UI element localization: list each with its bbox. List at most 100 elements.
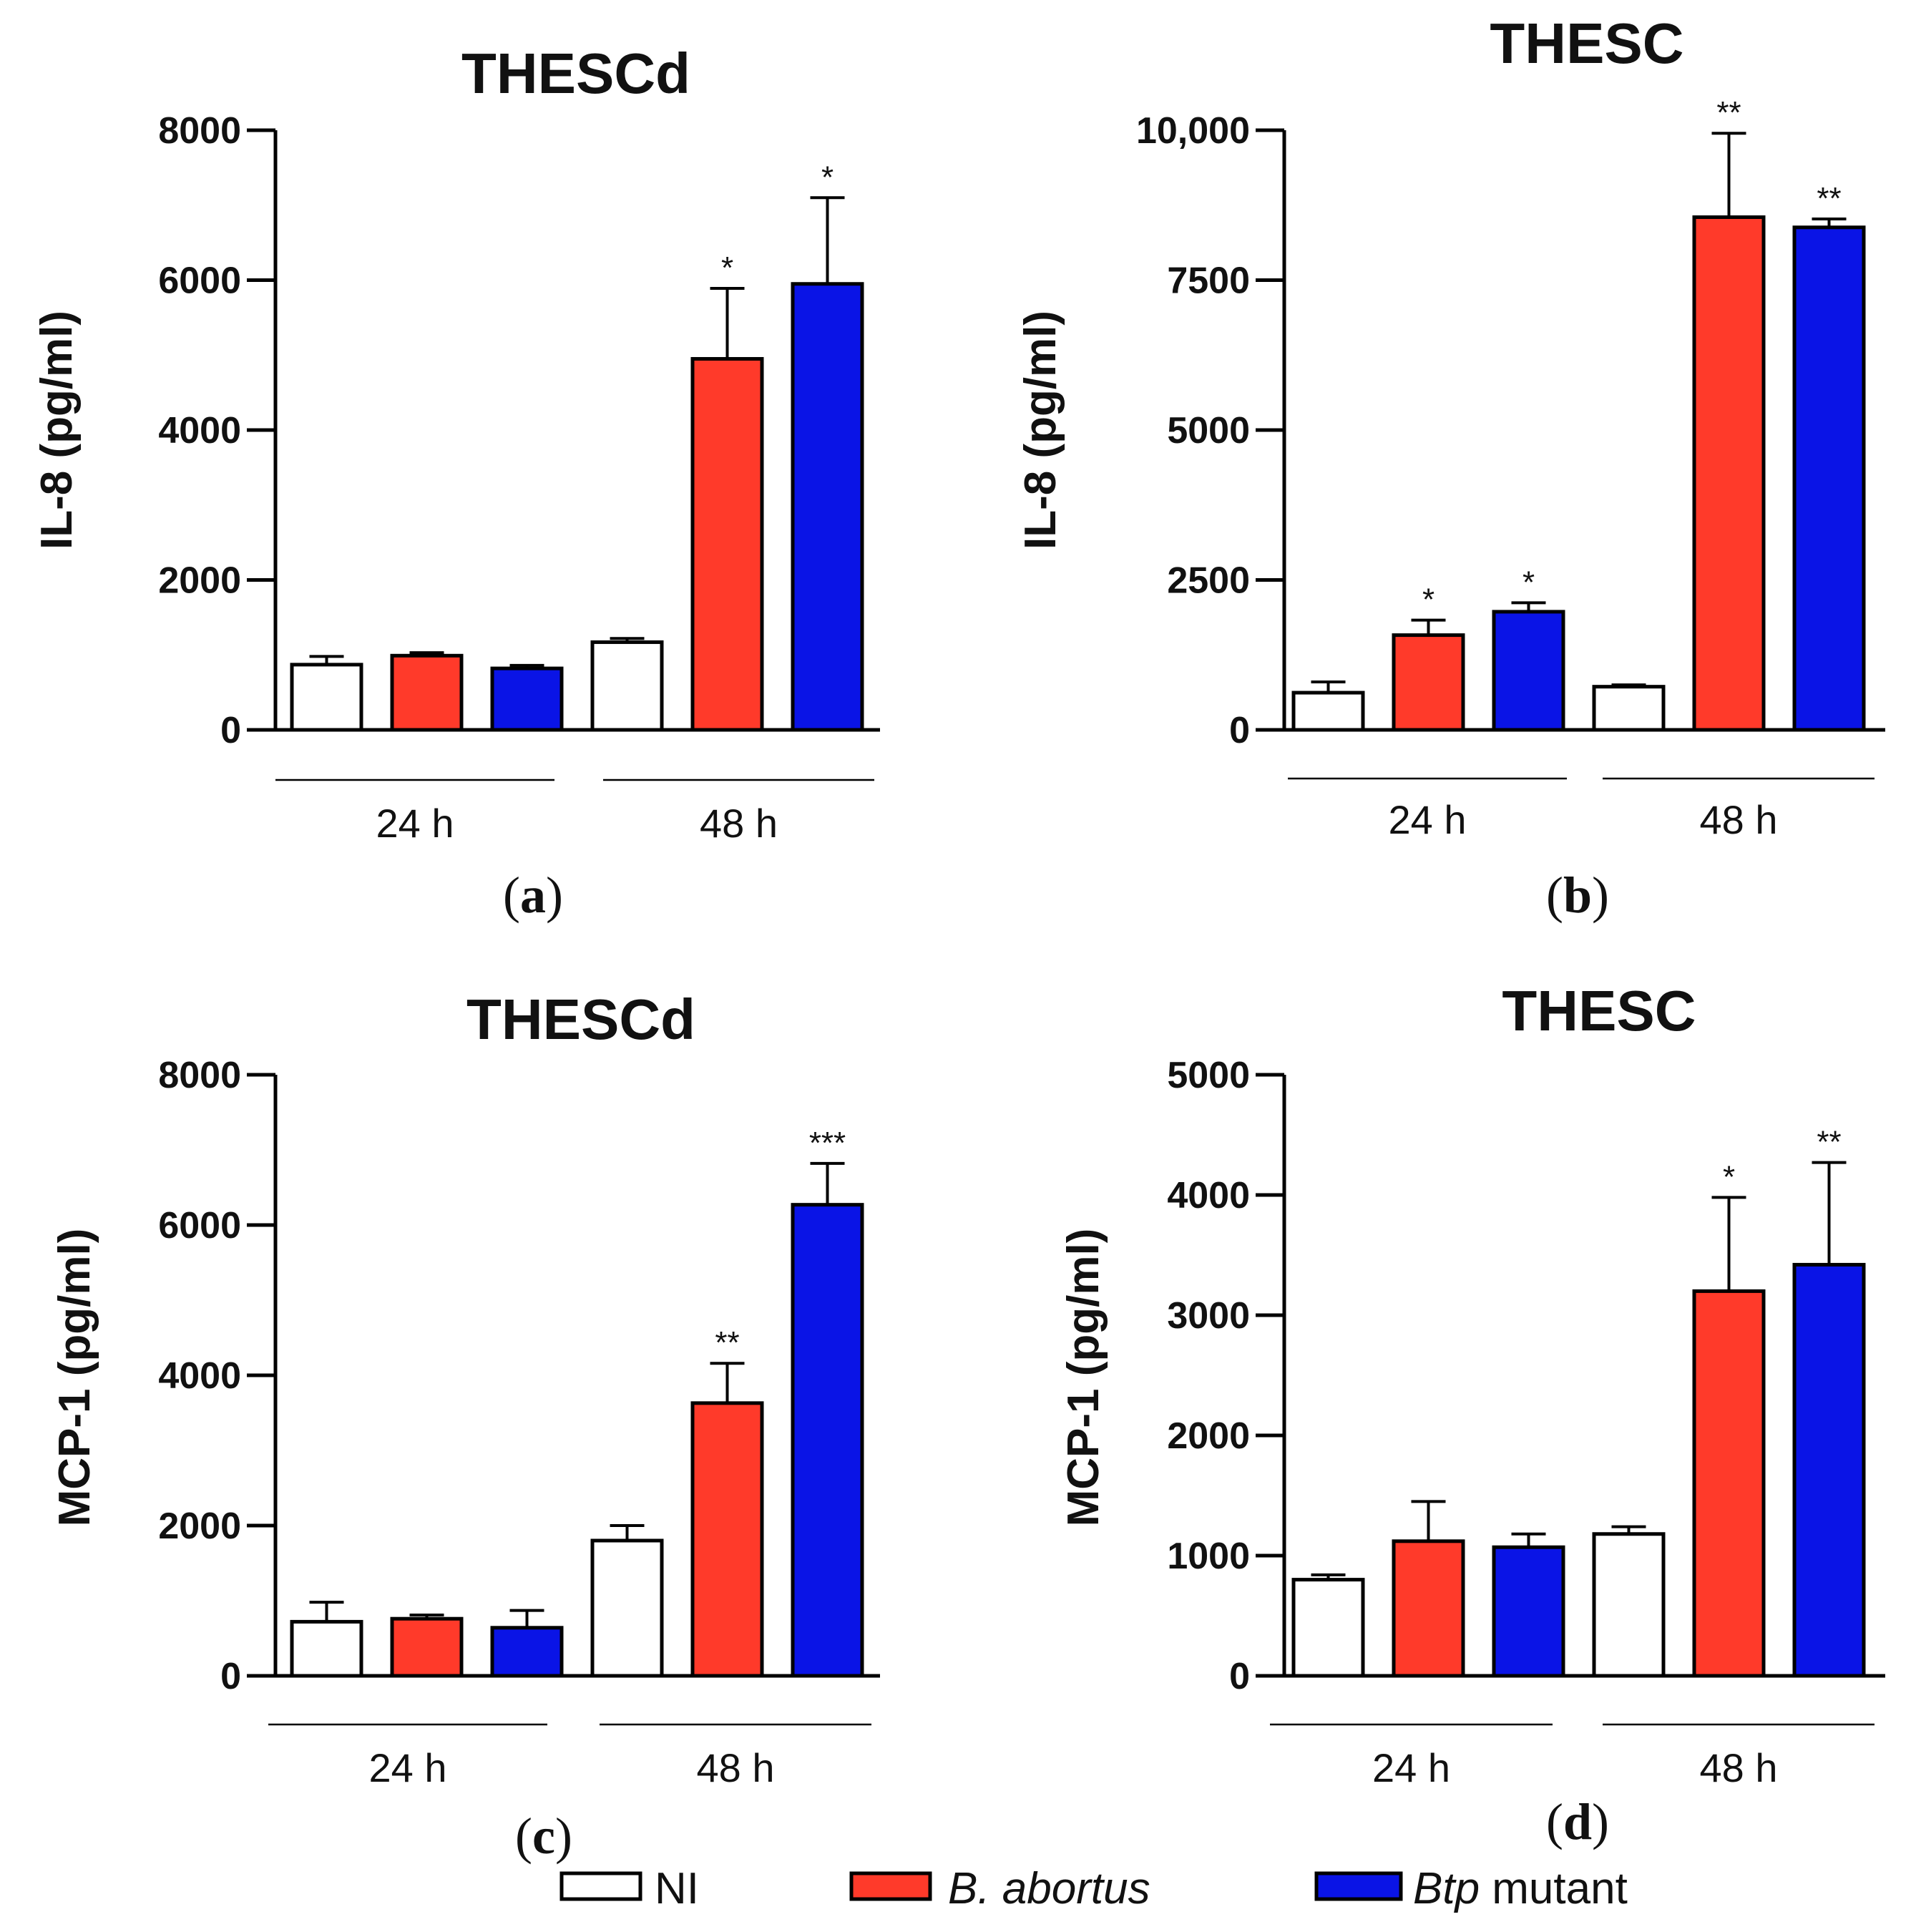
panel-title: THESC (1502, 979, 1696, 1043)
y-axis-title: IL-8 (pg/ml) (32, 311, 82, 550)
significance-label: ** (1817, 181, 1841, 216)
bar-48-h-b-abortus (1692, 215, 1766, 732)
panel-sub-label-close: ) (1592, 1793, 1609, 1850)
legend-label-btp-rest: mutant (1480, 1864, 1628, 1913)
panel-sub-label-close: ) (555, 1807, 572, 1865)
significance-label: * (1522, 565, 1535, 600)
group-label-24-h: 24 h (1372, 1745, 1450, 1790)
legend-swatch-b-abortus (849, 1871, 932, 1901)
bar-48-h-ni (590, 640, 664, 732)
y-axis-title: IL-8 (pg/ml) (1016, 311, 1065, 550)
bar-24-h-b-abortus (390, 653, 464, 732)
y-tick-label: 3000 (1167, 1295, 1250, 1337)
legend-label-b-abortus-italic: B. abortus (948, 1864, 1150, 1913)
bar-48-h-btp-mutant (791, 1203, 864, 1678)
bar-48-h-b-abortus (1692, 1289, 1766, 1678)
panel-title: THESCd (466, 987, 695, 1051)
legend-item-ni: NI (559, 1864, 699, 1913)
significance-label: ** (1817, 1125, 1841, 1160)
y-tick-label: 7500 (1167, 260, 1250, 302)
panel-sub-label-close: ) (1592, 867, 1609, 924)
group-label-48-h: 48 h (1700, 1745, 1778, 1790)
y-tick-label: 6000 (158, 260, 241, 302)
y-tick-label: 0 (1229, 1656, 1250, 1697)
bar-24-h-b-abortus (390, 1616, 464, 1678)
panel-sub-label: (a) (503, 867, 563, 924)
panel-title: THESC (1490, 11, 1683, 75)
chart-panel-d: THESC MCP-1 (pg/ml) 0 1000 2000 3000 4000 5000 *… (1059, 979, 1885, 1850)
significance-label: * (721, 250, 733, 286)
panel-sub-label-open: ( (1546, 1793, 1563, 1850)
group-label-24-h: 24 h (376, 801, 454, 846)
bar-48-h-ni (1592, 1532, 1666, 1678)
bar-48-h-ni (1592, 685, 1666, 732)
significance-label: ** (1716, 95, 1741, 130)
legend: NI B. abortus Btp mutant (559, 1864, 1628, 1913)
significance-label: *** (809, 1126, 846, 1161)
y-tick-label: 0 (220, 710, 241, 751)
panel-sub-label: (d) (1546, 1793, 1609, 1850)
legend-label-b-abortus: B. abortus (948, 1864, 1150, 1913)
y-tick-label: 5000 (1167, 1055, 1250, 1096)
panel-sub-label: (b) (1546, 867, 1609, 924)
panel-sub-label-letter: c (532, 1807, 555, 1865)
panel-sub-label-open: ( (1546, 867, 1563, 924)
bar-48-h-b-abortus (690, 356, 764, 732)
legend-item-b-abortus: B. abortus (849, 1864, 1150, 1913)
bar-24-h-btp-mutant (1492, 1545, 1565, 1678)
panel-sub-label-letter: a (520, 867, 546, 924)
y-tick-label: 6000 (158, 1205, 241, 1246)
bar-48-h-ni (590, 1538, 664, 1678)
panel-title: THESCd (461, 42, 690, 105)
group-label-24-h: 24 h (1389, 797, 1467, 842)
y-tick-label: 2500 (1167, 560, 1250, 602)
significance-label: * (821, 160, 834, 195)
y-tick-label: 8000 (158, 1055, 241, 1096)
y-tick-label: 5000 (1167, 410, 1250, 452)
significance-label: * (1422, 582, 1434, 618)
bar-24-h-btp-mutant (490, 666, 564, 732)
y-tick-label: 2000 (1167, 1415, 1250, 1457)
panel-sub-label-open: ( (503, 867, 520, 924)
panel-sub-label-letter: b (1563, 867, 1592, 924)
y-tick-label: 4000 (158, 410, 241, 452)
legend-label-btp-mutant: Btp mutant (1413, 1864, 1628, 1913)
y-axis-title: MCP-1 (pg/ml) (50, 1229, 99, 1527)
chart-panel-a: THESCd IL-8 (pg/ml) 0 2000 4000 6000 8000 * * 24 … (32, 42, 880, 924)
panel-sub-label-open: ( (515, 1807, 532, 1865)
bar-48-h-b-abortus (690, 1401, 764, 1678)
significance-label: * (1723, 1159, 1735, 1194)
legend-label-ni: NI (655, 1864, 699, 1913)
y-tick-label: 0 (220, 1656, 241, 1697)
y-tick-label: 2000 (158, 1506, 241, 1547)
legend-swatch-btp-mutant (1314, 1871, 1403, 1901)
bar-24-h-ni (1291, 1578, 1365, 1678)
group-label-48-h: 48 h (697, 1745, 775, 1790)
y-tick-label: 0 (1229, 710, 1250, 751)
bar-24-h-btp-mutant (1492, 610, 1565, 732)
y-axis-title: MCP-1 (pg/ml) (1059, 1229, 1108, 1527)
bar-48-h-btp-mutant (791, 282, 864, 732)
significance-label: ** (715, 1325, 739, 1360)
bar-24-h-btp-mutant (490, 1626, 564, 1678)
panel-sub-label-close: ) (546, 867, 563, 924)
bar-24-h-b-abortus (1392, 1539, 1465, 1678)
y-tick-label: 1000 (1167, 1536, 1250, 1577)
y-tick-label: 4000 (1167, 1175, 1250, 1216)
bar-48-h-btp-mutant (1792, 1262, 1866, 1678)
legend-item-btp-mutant: Btp mutant (1314, 1864, 1628, 1913)
y-tick-label: 10,000 (1136, 110, 1250, 152)
bar-48-h-btp-mutant (1792, 225, 1866, 732)
y-tick-label: 2000 (158, 560, 241, 602)
group-label-48-h: 48 h (1700, 797, 1778, 842)
group-label-48-h: 48 h (700, 801, 778, 846)
legend-swatch-ni (559, 1871, 642, 1901)
y-tick-label: 4000 (158, 1355, 241, 1397)
y-tick-label: 8000 (158, 110, 241, 152)
bar-24-h-ni (1291, 691, 1365, 732)
bar-24-h-ni (290, 1619, 363, 1678)
bar-24-h-ni (290, 663, 363, 732)
